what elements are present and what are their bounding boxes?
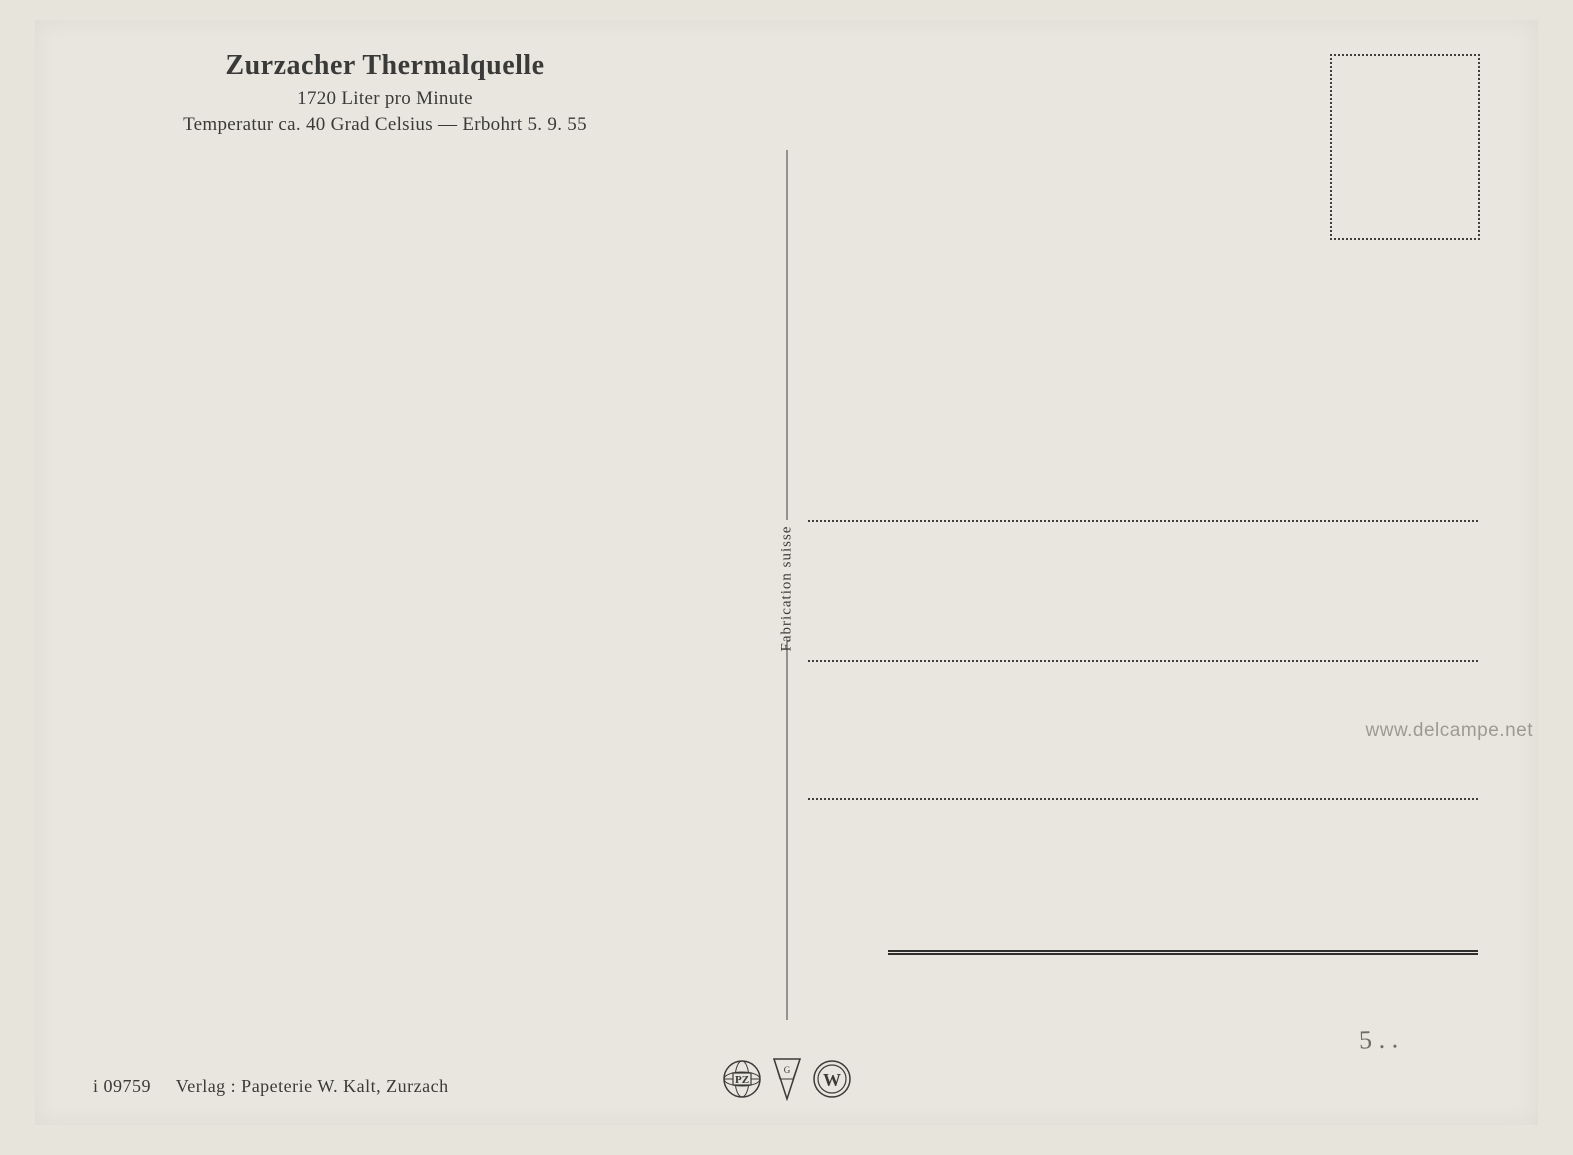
header-block: Zurzacher Thermalquelle 1720 Liter pro M… [105,50,665,136]
fabrication-label: Fabrication suisse [778,526,795,652]
center-divider-top [786,150,787,520]
subtitle-line-1: 1720 Liter pro Minute [105,88,665,110]
triangle-icon: G [772,1057,802,1101]
publisher-logos: PZ G W [722,1057,852,1101]
svg-text:W: W [823,1070,841,1090]
postcard-back: Zurzacher Thermalquelle 1720 Liter pro M… [35,20,1538,1125]
stamp-placeholder [1330,54,1480,240]
w-circle-icon: W [812,1059,852,1099]
address-line-2 [808,660,1478,662]
subtitle-line-2: Temperatur ca. 40 Grad Celsius — Erbohrt… [105,114,665,136]
address-line-1 [808,520,1478,522]
pz-globe-icon: PZ [722,1059,762,1099]
verlag-text: Verlag : Papeterie W. Kalt, Zurzach [176,1076,449,1096]
address-line-3 [808,798,1478,800]
center-divider-bottom [786,640,787,1020]
svg-text:G: G [783,1065,790,1075]
address-line-emphasis [888,950,1478,955]
footer-row: i 09759 Verlag : Papeterie W. Kalt, Zurz… [93,1057,1480,1097]
title: Zurzacher Thermalquelle [105,50,665,82]
serial-and-verlag: i 09759 Verlag : Papeterie W. Kalt, Zurz… [93,1076,449,1097]
svg-text:PZ: PZ [734,1074,748,1086]
handwritten-note: 5 . . [1358,1024,1398,1055]
serial-number: i 09759 [93,1076,151,1096]
watermark-text: www.delcampe.net [1366,720,1533,742]
